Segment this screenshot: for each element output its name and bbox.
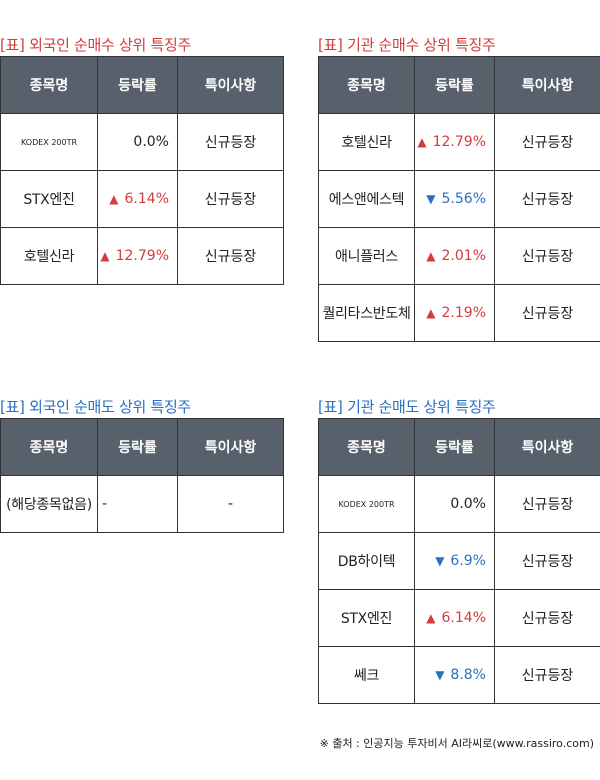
section-title: [표] 외국인 순매수 상위 특징주 bbox=[0, 36, 191, 54]
source-note: ※ 출처 : 인공지능 투자비서 AI라씨로(www.rassiro.com) bbox=[319, 737, 594, 750]
table-row: STX엔진 ▲ 6.14% 신규등장 bbox=[0, 170, 284, 228]
table-row: 에스앤에스텍 ▼ 5.56% 신규등장 bbox=[318, 170, 600, 228]
special-note: 신규등장 bbox=[494, 284, 600, 342]
up-triangle-icon: ▲ bbox=[426, 611, 436, 625]
special-note: 신규등장 bbox=[177, 113, 284, 171]
table-row: DB하이텍 ▼ 6.9% 신규등장 bbox=[318, 532, 600, 590]
column-header-rate: 등락률 bbox=[97, 418, 178, 476]
section-title: [표] 외국인 순매도 상위 특징주 bbox=[0, 398, 191, 416]
stock-name: KODEX 200TR bbox=[0, 113, 98, 171]
change-rate: ▲ 2.19% bbox=[414, 284, 495, 342]
up-triangle-icon: ▲ bbox=[426, 306, 436, 320]
inst-buy-table: 종목명 등락률 특이사항 호텔신라 ▲ 12.79% 신규등장 에스앤에스텍 ▼ 5.56% 신규등… bbox=[318, 56, 600, 342]
special-note: 신규등장 bbox=[494, 113, 600, 171]
column-header-name: 종목명 bbox=[0, 418, 98, 476]
column-header-name: 종목명 bbox=[318, 56, 415, 114]
special-note: 신규등장 bbox=[494, 532, 600, 590]
stock-name: DB하이텍 bbox=[318, 532, 415, 590]
column-header-rate: 등락률 bbox=[414, 418, 495, 476]
column-header-name: 종목명 bbox=[318, 418, 415, 476]
header-row: 종목명 등락률 특이사항 bbox=[318, 418, 600, 476]
header-row: 종목명 등락률 특이사항 bbox=[0, 418, 284, 476]
column-header-note: 특이사항 bbox=[494, 56, 600, 114]
up-triangle-icon: ▲ bbox=[100, 249, 110, 263]
special-note: 신규등장 bbox=[177, 170, 284, 228]
column-header-note: 특이사항 bbox=[494, 418, 600, 476]
change-rate: ▼ 8.8% bbox=[414, 646, 495, 704]
change-rate-value: 5.56% bbox=[441, 191, 486, 207]
special-note: 신규등장 bbox=[177, 227, 284, 285]
stock-name: 애니플러스 bbox=[318, 227, 415, 285]
inst-sell-table: 종목명 등락률 특이사항 KODEX 200TR 0.0% 신규등장 DB하이텍 ▼ 6.9% 신… bbox=[318, 418, 600, 704]
change-rate: 0.0% bbox=[414, 475, 495, 533]
section-title: [표] 기관 순매수 상위 특징주 bbox=[318, 36, 496, 54]
up-triangle-icon: ▲ bbox=[109, 192, 119, 206]
change-rate-value: 12.79% bbox=[115, 248, 169, 264]
special-note: 신규등장 bbox=[494, 227, 600, 285]
table-row: STX엔진 ▲ 6.14% 신규등장 bbox=[318, 589, 600, 647]
table-row: KODEX 200TR 0.0% 신규등장 bbox=[0, 113, 284, 171]
change-rate: ▲ 12.79% bbox=[414, 113, 495, 171]
special-note: 신규등장 bbox=[494, 475, 600, 533]
change-rate: ▲ 6.14% bbox=[414, 589, 495, 647]
change-rate-value: 8.8% bbox=[450, 667, 486, 683]
table-row: 호텔신라 ▲ 12.79% 신규등장 bbox=[318, 113, 600, 171]
stock-name: KODEX 200TR bbox=[318, 475, 415, 533]
change-rate-value: 0.0% bbox=[133, 134, 169, 150]
section-title: [표] 기관 순매도 상위 특징주 bbox=[318, 398, 496, 416]
stock-name: 호텔신라 bbox=[0, 227, 98, 285]
down-triangle-icon: ▼ bbox=[435, 554, 445, 568]
header-row: 종목명 등락률 특이사항 bbox=[0, 56, 284, 114]
table-row: 쎄크 ▼ 8.8% 신규등장 bbox=[318, 646, 600, 704]
header-row: 종목명 등락률 특이사항 bbox=[318, 56, 600, 114]
change-rate-value: - bbox=[102, 496, 108, 512]
change-rate: ▲ 12.79% bbox=[97, 227, 178, 285]
down-triangle-icon: ▼ bbox=[426, 192, 436, 206]
table-row: KODEX 200TR 0.0% 신규등장 bbox=[318, 475, 600, 533]
column-header-rate: 등락률 bbox=[414, 56, 495, 114]
column-header-note: 특이사항 bbox=[177, 418, 284, 476]
stock-name: 쎄크 bbox=[318, 646, 415, 704]
up-triangle-icon: ▲ bbox=[426, 249, 436, 263]
special-note: 신규등장 bbox=[494, 589, 600, 647]
column-header-rate: 등락률 bbox=[97, 56, 178, 114]
stock-name: (해당종목없음) bbox=[0, 475, 98, 533]
up-triangle-icon: ▲ bbox=[417, 135, 427, 149]
stock-name: 호텔신라 bbox=[318, 113, 415, 171]
table-row: 호텔신라 ▲ 12.79% 신규등장 bbox=[0, 227, 284, 285]
change-rate: ▲ 2.01% bbox=[414, 227, 495, 285]
foreign-buy-table: 종목명 등락률 특이사항 KODEX 200TR 0.0% 신규등장 STX엔진 ▲ 6.14%… bbox=[0, 56, 284, 285]
column-header-note: 특이사항 bbox=[177, 56, 284, 114]
change-rate: ▼ 5.56% bbox=[414, 170, 495, 228]
table-row: 애니플러스 ▲ 2.01% 신규등장 bbox=[318, 227, 600, 285]
change-rate: ▼ 6.9% bbox=[414, 532, 495, 590]
change-rate-value: 12.79% bbox=[432, 134, 486, 150]
change-rate-value: 2.19% bbox=[441, 305, 486, 321]
change-rate-value: 0.0% bbox=[450, 496, 486, 512]
stock-name: 에스앤에스텍 bbox=[318, 170, 415, 228]
stock-name: STX엔진 bbox=[0, 170, 98, 228]
table-row: (해당종목없음) - - bbox=[0, 475, 284, 533]
special-note: 신규등장 bbox=[494, 170, 600, 228]
column-header-name: 종목명 bbox=[0, 56, 98, 114]
change-rate-value: 6.9% bbox=[450, 553, 486, 569]
change-rate-value: 6.14% bbox=[124, 191, 169, 207]
change-rate: - bbox=[97, 475, 178, 533]
special-note: 신규등장 bbox=[494, 646, 600, 704]
table-row: 퀄리타스반도체 ▲ 2.19% 신규등장 bbox=[318, 284, 600, 342]
special-note: - bbox=[177, 475, 284, 533]
foreign-sell-table: 종목명 등락률 특이사항 (해당종목없음) - - bbox=[0, 418, 284, 533]
change-rate-value: 6.14% bbox=[441, 610, 486, 626]
change-rate: ▲ 6.14% bbox=[97, 170, 178, 228]
stock-name: STX엔진 bbox=[318, 589, 415, 647]
change-rate: 0.0% bbox=[97, 113, 178, 171]
down-triangle-icon: ▼ bbox=[435, 668, 445, 682]
stock-name: 퀄리타스반도체 bbox=[318, 284, 415, 342]
change-rate-value: 2.01% bbox=[441, 248, 486, 264]
